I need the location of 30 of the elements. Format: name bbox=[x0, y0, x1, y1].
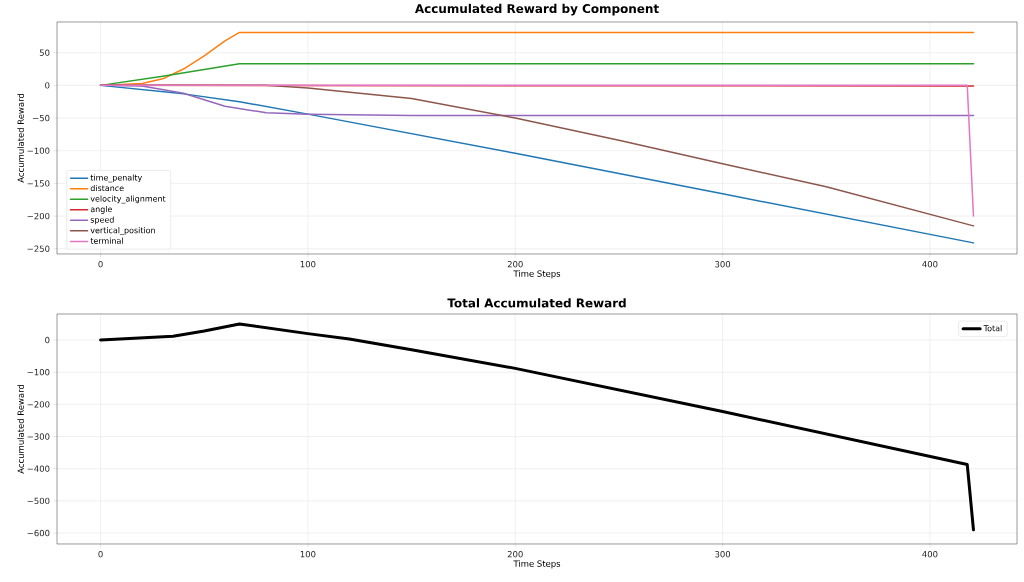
y-tick-label: −50 bbox=[33, 114, 50, 122]
y-tick-label: 50 bbox=[39, 49, 50, 56]
y-tick-label: −100 bbox=[27, 147, 50, 154]
y-tick-label: 0 bbox=[45, 336, 50, 344]
x-axis-title: Time Steps bbox=[513, 560, 561, 569]
x-tick-label: 400 bbox=[922, 261, 938, 268]
y-axis-title: Accumulated Reward bbox=[17, 384, 24, 474]
chart-title: Accumulated Reward by Component bbox=[414, 3, 659, 16]
x-tick-label: 300 bbox=[715, 551, 731, 558]
x-axis-title: Time Steps bbox=[513, 270, 561, 279]
y-tick-label: −250 bbox=[27, 245, 50, 252]
x-tick-label: 200 bbox=[507, 261, 523, 268]
y-tick-label: 0 bbox=[45, 82, 50, 89]
y-tick-label: −400 bbox=[27, 465, 50, 472]
x-tick-label: 100 bbox=[300, 551, 316, 558]
x-tick-label: 400 bbox=[922, 551, 938, 558]
y-tick-label: −200 bbox=[27, 401, 50, 408]
x-tick-label: 100 bbox=[300, 261, 316, 268]
y-tick-label: −200 bbox=[27, 212, 50, 220]
y-tick-label: −100 bbox=[27, 369, 50, 376]
y-tick-label: −300 bbox=[27, 433, 50, 440]
y-tick-label: −500 bbox=[27, 497, 50, 505]
y-axis-title: Accumulated Reward bbox=[17, 93, 24, 183]
y-tick-label: −150 bbox=[27, 180, 50, 187]
y-tick-label: −600 bbox=[27, 529, 50, 537]
x-tick-label: 200 bbox=[507, 551, 523, 558]
x-tick-label: 300 bbox=[715, 261, 731, 268]
x-tick-label: 0 bbox=[98, 551, 103, 558]
x-tick-label: 0 bbox=[98, 261, 103, 268]
chart-title: Total Accumulated Reward bbox=[447, 298, 626, 308]
